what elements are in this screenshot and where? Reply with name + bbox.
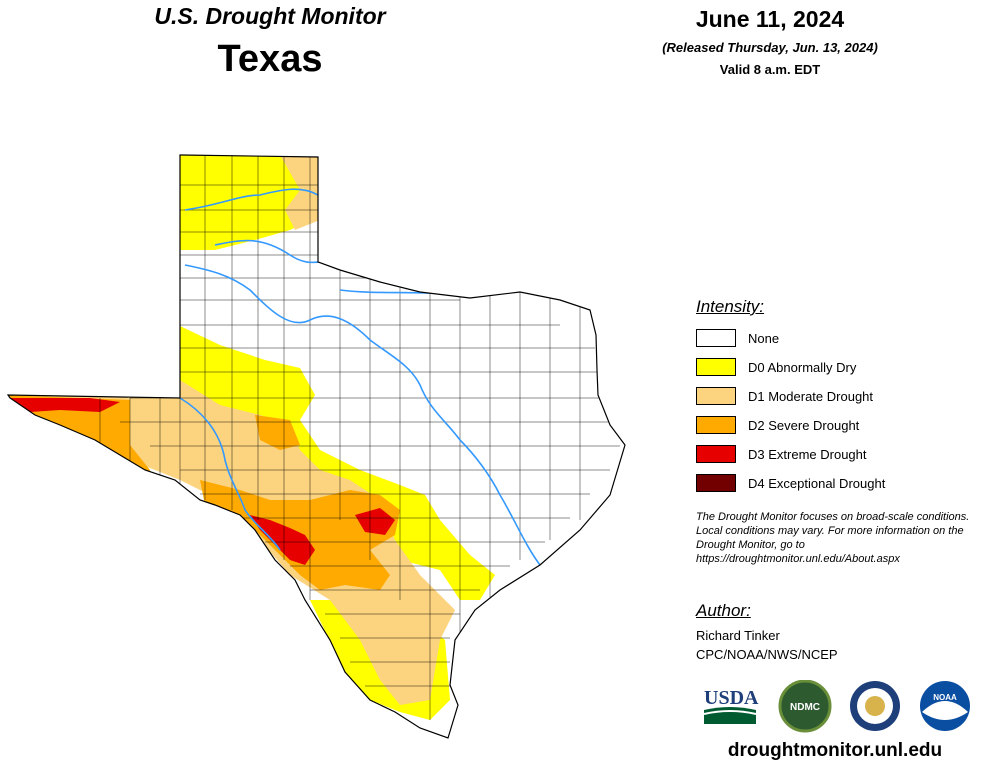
texas-outline: [6, 154, 626, 739]
legend-swatch: [696, 416, 736, 434]
d2-area-hill-country: [255, 415, 300, 450]
legend-item: D2 Severe Drought: [696, 414, 859, 436]
legend-swatch: [696, 445, 736, 463]
author-name: Richard Tinker: [696, 628, 780, 643]
noaa-logo: NOAA: [920, 681, 970, 731]
legend-label: D1 Moderate Drought: [748, 388, 874, 404]
d3-area-far-west: [10, 398, 120, 412]
drought-monitor-note: The Drought Monitor focuses on broad-sca…: [696, 511, 970, 565]
legend-swatch: [696, 474, 736, 492]
legend-label: D0 Abnormally Dry: [748, 359, 857, 375]
release-date: (Released Thursday, Jun. 13, 2024): [662, 40, 878, 55]
legend-item: D0 Abnormally Dry: [696, 356, 856, 378]
legend-label: D3 Extreme Drought: [748, 446, 867, 462]
usda-logo: USDA: [703, 687, 759, 724]
legend-item: D4 Exceptional Drought: [696, 472, 885, 494]
agency-logos: USDA NDMC NOAA: [703, 680, 970, 733]
ndmc-logo: NDMC: [778, 680, 832, 733]
legend-title: Intensity:: [696, 297, 765, 316]
legend-label: D2 Severe Drought: [748, 417, 860, 433]
texas-drought-map: [6, 154, 626, 739]
county-grid: [99, 155, 620, 720]
legend-swatch: [696, 387, 736, 405]
doc-seal-logo: [850, 681, 900, 731]
state-name: Texas: [217, 38, 323, 80]
legend-swatch: [696, 358, 736, 376]
svg-text:USDA: USDA: [704, 687, 759, 709]
author-org: CPC/NOAA/NWS/NCEP: [696, 647, 838, 662]
d3-area-central: [355, 508, 395, 535]
svg-text:NDMC: NDMC: [790, 702, 820, 713]
legend-label: D4 Exceptional Drought: [748, 475, 886, 491]
legend-item: D3 Extreme Drought: [696, 443, 867, 465]
d0-area-panhandle: [180, 155, 320, 250]
author-title: Author:: [696, 601, 751, 620]
map-date: June 11, 2024: [695, 6, 845, 32]
website-url[interactable]: droughtmonitor.unl.edu: [727, 740, 943, 761]
map-title: U.S. Drought Monitor: [154, 3, 386, 29]
legend-item: D1 Moderate Drought: [696, 385, 873, 407]
svg-text:NOAA: NOAA: [933, 693, 957, 702]
valid-time: Valid 8 a.m. EDT: [719, 62, 821, 77]
legend-swatch: [696, 329, 736, 347]
d3-area-big-bend: [105, 458, 130, 500]
d3-area-rio-grande: [250, 515, 315, 565]
rivers: [179, 188, 541, 566]
legend-item: None: [696, 327, 779, 349]
d0-area-central: [178, 325, 495, 600]
legend-label: None: [748, 330, 780, 346]
